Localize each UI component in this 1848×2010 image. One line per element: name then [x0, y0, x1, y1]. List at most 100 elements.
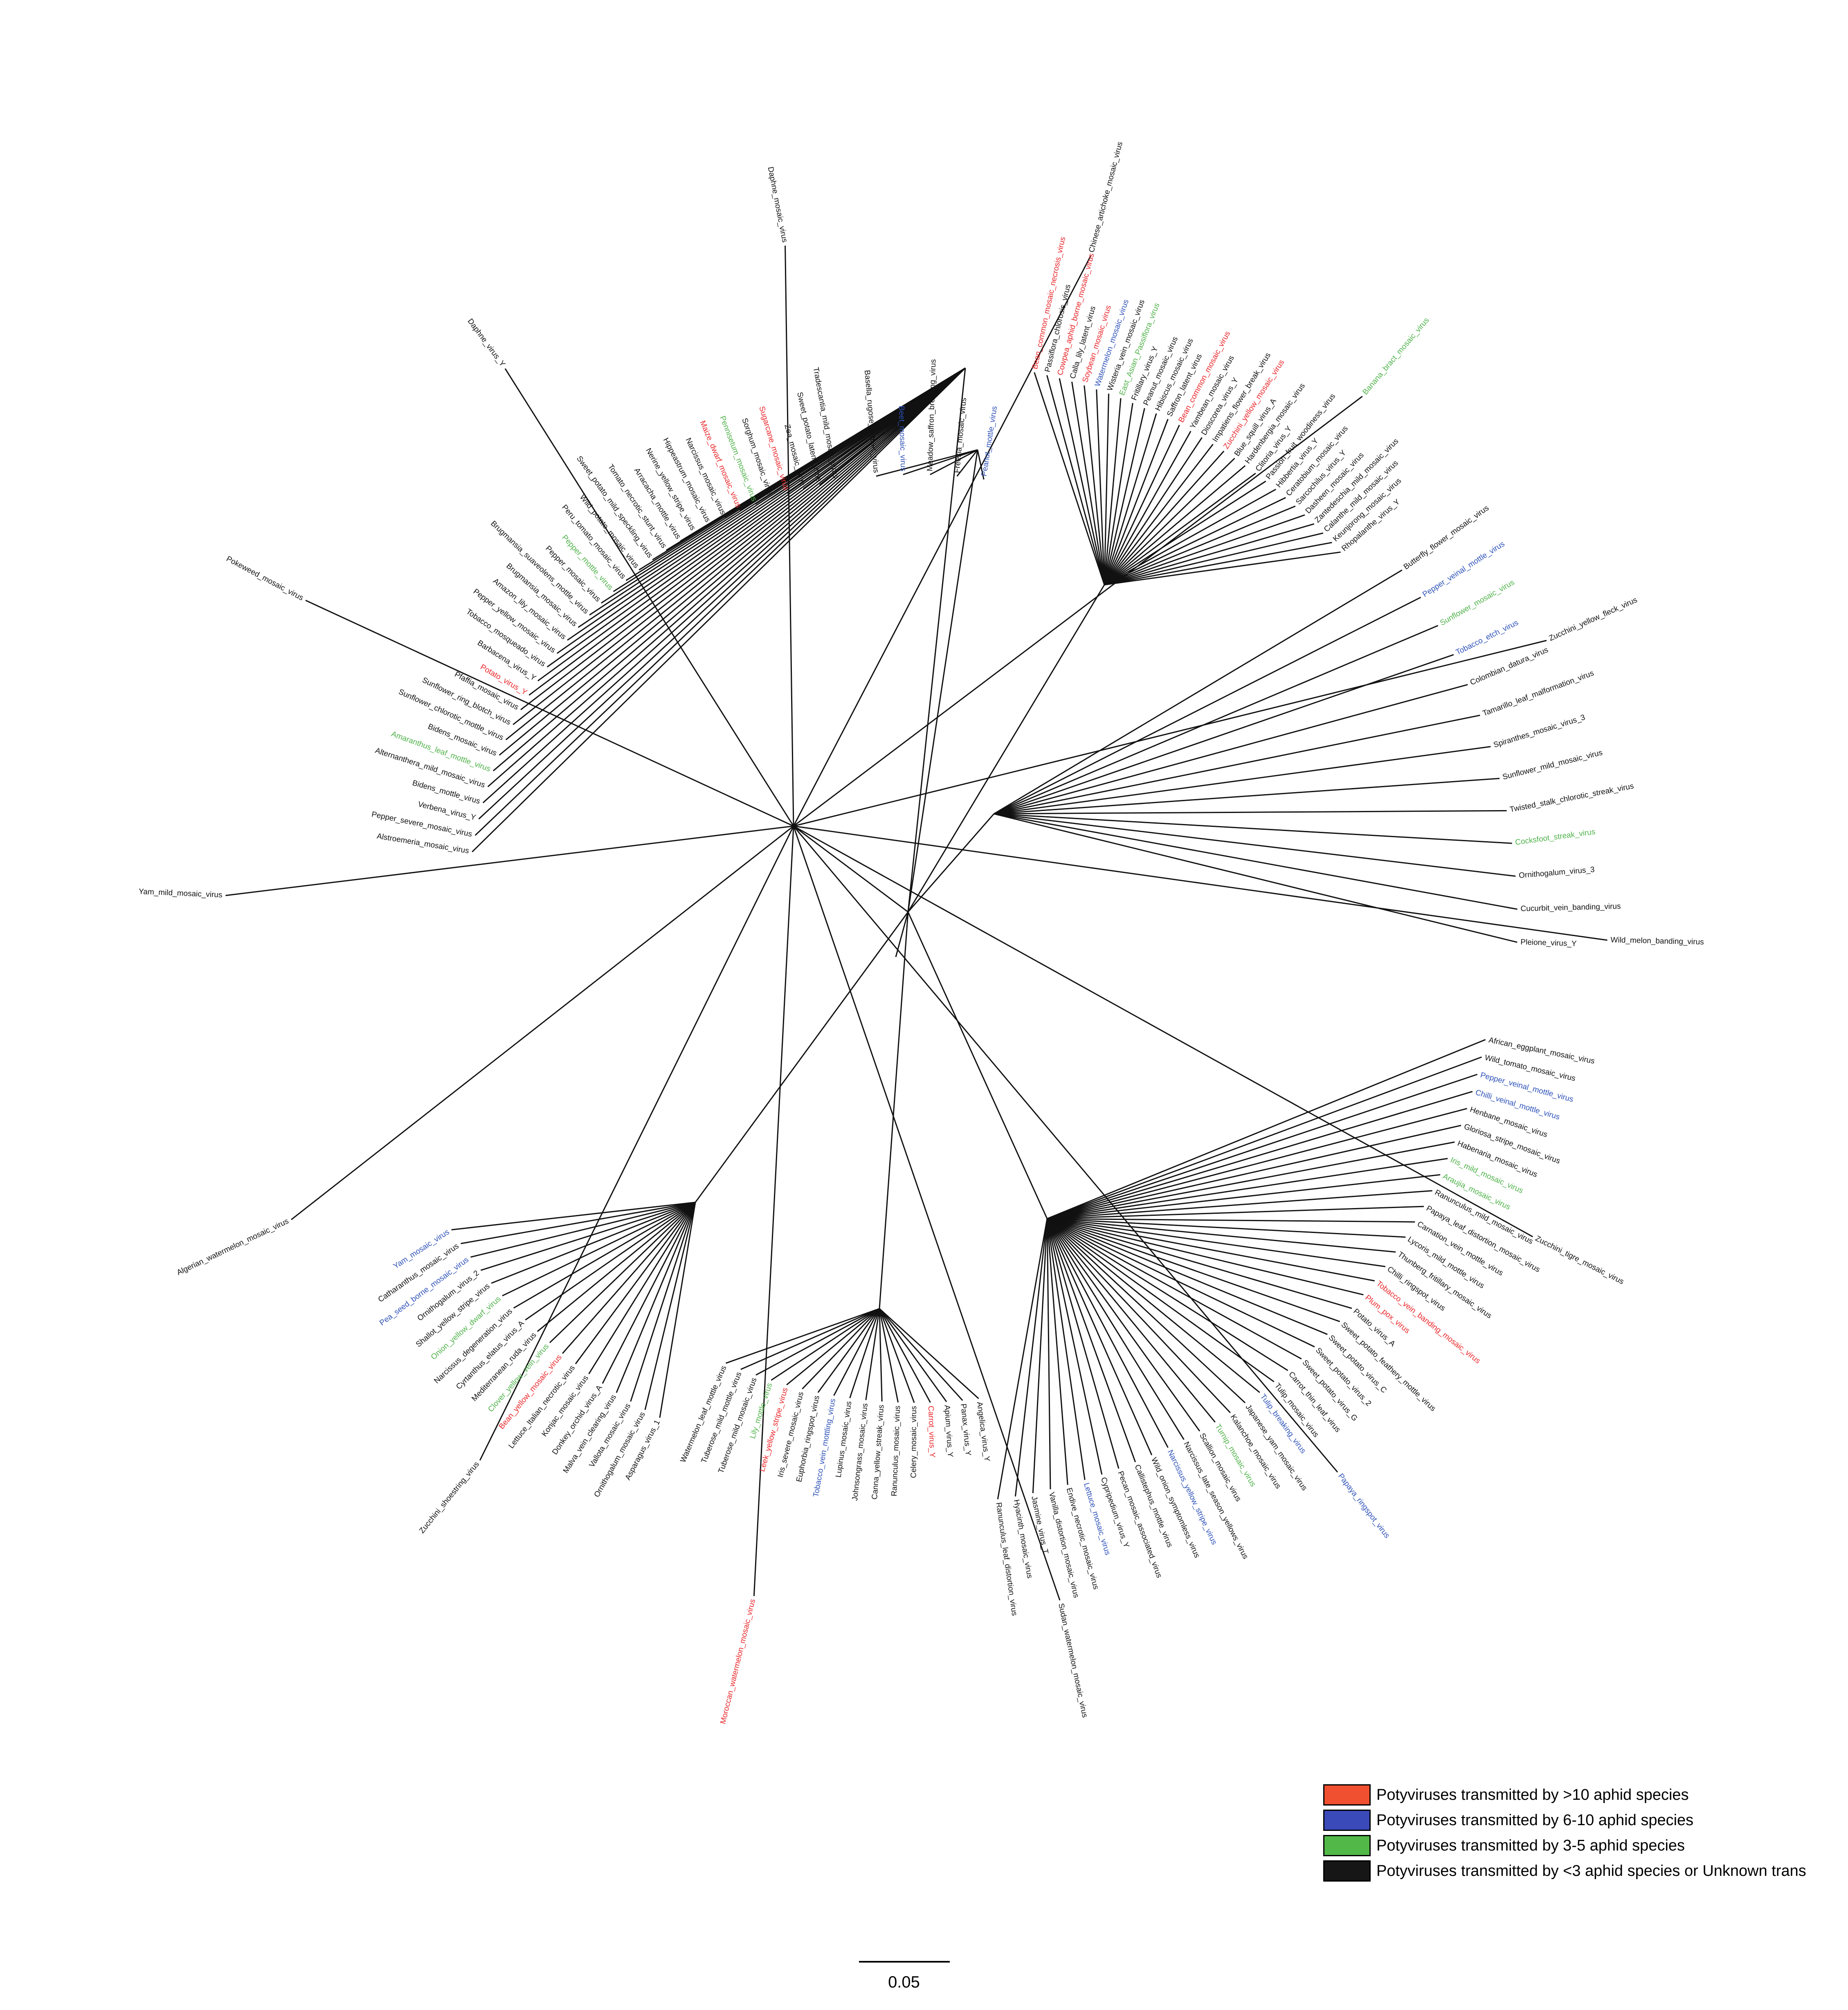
leaf-label: Canna_yellow_streak_virus [870, 1404, 886, 1500]
leaf-label: Verbena_virus_Y [417, 800, 477, 822]
tree-branch-leaf [1163, 444, 1214, 508]
tree-branch-internal [871, 1308, 880, 1359]
tree-branch-leaf [1229, 542, 1332, 562]
legend-swatch-blue [1323, 1810, 1371, 1831]
tree-branch-clade [907, 912, 1048, 1219]
tree-branch-internal [1104, 503, 1159, 585]
tree-branch-leaf [1286, 1056, 1482, 1131]
leaf-label: Scallion_mosaic_virus [1198, 1432, 1243, 1503]
tree-branch-internal [1104, 479, 1108, 585]
tree-branch-internal [994, 793, 1272, 815]
tree-branch-internal [819, 1308, 880, 1349]
tree-branch-internal [793, 825, 1201, 1053]
tree-branch-internal [1047, 1176, 1272, 1219]
tree-branch-clade [793, 825, 908, 913]
tree-branch-leaf [1132, 413, 1157, 491]
tree-branch-leaf [1228, 597, 1421, 696]
tree-branch-internal [1046, 1218, 1123, 1341]
tree-branch-leaf [472, 633, 695, 853]
leaf-label: Algerian_watermelon_mosaic_virus [175, 1217, 290, 1277]
leaf-label: Freesia_mosaic_virus [953, 398, 969, 474]
legend-swatch-green [1323, 1835, 1371, 1856]
tree-branch-leaf [638, 478, 787, 570]
tree-branch-leaf [505, 572, 713, 741]
legend: Potyviruses transmitted by >10 aphid spe… [1323, 1782, 1839, 1884]
leaf-label: Ranunculus_leaf_distortion_virus [994, 1502, 1018, 1616]
tree-branch-internal [705, 367, 966, 590]
tree-branch-leaf [740, 1341, 804, 1370]
tree-branch-internal [1104, 541, 1210, 586]
tree-branch-leaf [625, 484, 779, 581]
leaf-label: Banana_bract_mosaic_virus [1361, 316, 1431, 397]
tree-branch-leaf [1281, 847, 1516, 877]
tree-branch-leaf [1288, 1039, 1486, 1121]
tree-branch-internal [517, 825, 794, 1043]
tree-branch-leaf [291, 1042, 518, 1220]
tree-branch-leaf [1281, 865, 1518, 910]
tree-branch-internal [1104, 485, 1121, 585]
leaf-label: Sunflower_mild_mosaic_virus [1502, 748, 1603, 782]
tree-branch-leaf [1219, 523, 1315, 552]
tree-branch-internal [577, 1202, 696, 1240]
tree-branch-leaf [562, 1285, 623, 1354]
tree-branch-internal [788, 507, 794, 826]
leaf-label: Tulip_breaking_virus [1258, 1392, 1307, 1455]
tree-branch-internal [1047, 1218, 1221, 1261]
tree-branch-internal [1104, 493, 1140, 585]
scale-bar-line [859, 1961, 950, 1963]
tree-branch-leaf [876, 463, 922, 477]
tree-branch-internal [481, 825, 794, 865]
tree-branch-internal [854, 1308, 880, 1357]
tree-branch-internal [675, 1202, 696, 1321]
tree-branch-internal [620, 826, 794, 1175]
tree-branch-internal [793, 826, 941, 1252]
tree-branch-internal [994, 776, 1268, 815]
tree-branch-leaf [556, 524, 741, 654]
tree-branch-internal [994, 813, 1282, 867]
leaf-label: Ornithogalum_virus_3 [1518, 865, 1595, 880]
tree-branch-leaf [225, 863, 481, 896]
leaf-label: Zucchini_shoestring_virus [418, 1460, 481, 1535]
tree-branch-internal [1039, 1218, 1048, 1370]
tree-branch-internal [1104, 507, 1165, 585]
tree-branch-internal [1104, 556, 1225, 586]
tree-branch-leaf [578, 510, 753, 628]
tree-branch-internal [1046, 1218, 1078, 1360]
tree-branch-leaf [613, 490, 772, 592]
tree-branch-leaf [1106, 395, 1363, 591]
tree-branch-leaf [451, 1217, 562, 1231]
tree-branch-leaf [1278, 1108, 1467, 1159]
tree-branch-internal [1046, 1218, 1059, 1365]
tree-branch-internal [595, 1202, 696, 1261]
tree-branch-internal [566, 1202, 696, 1226]
tree-branch-internal [1093, 475, 1105, 585]
leaf-label: Chilli_ringspot_virus [1386, 1265, 1447, 1313]
tree-branch-leaf [1157, 437, 1203, 504]
tree-branch-internal [571, 1202, 696, 1233]
tree-branch-leaf [889, 1360, 899, 1403]
leaf-label: Lupinus_mosaic_virus [834, 1401, 854, 1478]
tree-branch-leaf [903, 463, 937, 475]
tree-branch-internal [1046, 1218, 1106, 1349]
tree-branch-internal [793, 512, 958, 826]
legend-swatch-red [1323, 1784, 1371, 1806]
tree-branch-internal [793, 825, 1241, 889]
leaf-label: Barbacena_virus_Y [476, 639, 537, 683]
tree-branch-leaf [1246, 654, 1454, 727]
tree-branch-internal [561, 1202, 696, 1218]
leaf-label: Cocksfoot_streak_virus [1515, 828, 1596, 847]
tree-branch-internal [1047, 1218, 1180, 1303]
tree-branch-internal [994, 725, 1247, 815]
tree-branch-internal [794, 1308, 880, 1339]
tree-branch-internal [622, 1202, 696, 1286]
tree-branch-leaf [1169, 451, 1225, 512]
tree-branch-internal [1047, 1167, 1275, 1219]
tree-branch-leaf [1113, 1344, 1169, 1448]
tree-branch-clade [907, 584, 1105, 912]
leaf-label: Spiranthes_mosaic_virus_3 [1493, 713, 1586, 750]
tree-branch-leaf [1126, 408, 1145, 488]
tree-branch-internal [1047, 1218, 1245, 1230]
legend-label: Potyviruses transmitted by 6-10 aphid sp… [1376, 1811, 1694, 1829]
tree-branch-leaf [513, 564, 717, 725]
leaf-label: Cucurbit_vein_banding_virus [1520, 902, 1621, 913]
